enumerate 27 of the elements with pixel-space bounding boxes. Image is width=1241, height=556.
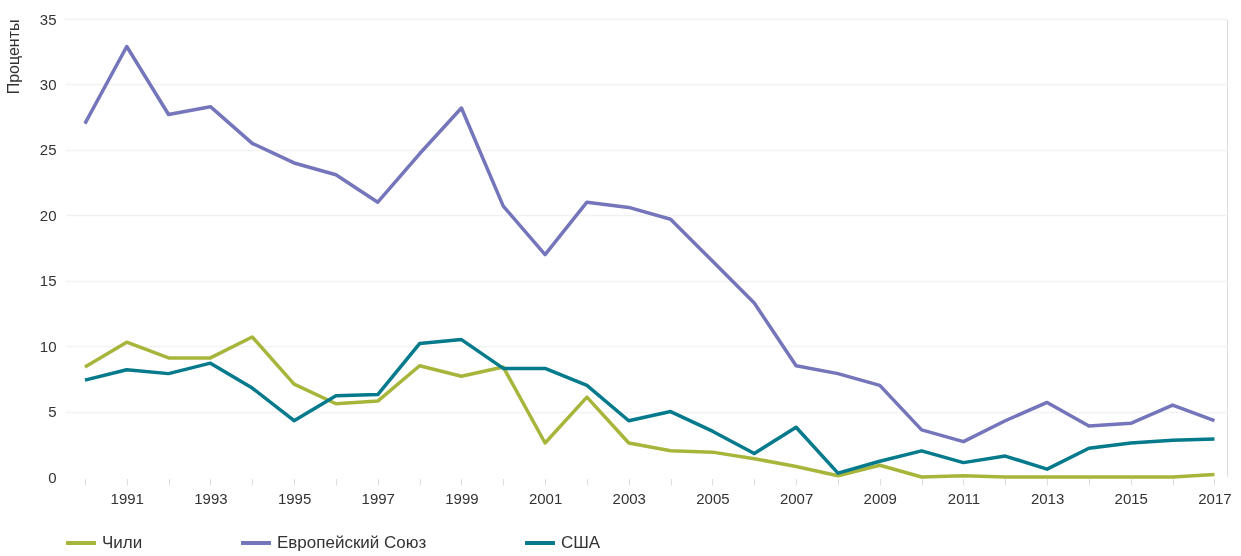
x-tick-label: 2013: [1030, 489, 1065, 507]
x-tick-label: 2015: [1114, 489, 1148, 507]
x-tick-label: 2009: [863, 489, 897, 507]
y-tick-label: 10: [39, 337, 57, 355]
x-tick-label: 2001: [528, 489, 563, 507]
line-series: [83, 44, 1217, 444]
y-tick-label: 15: [39, 272, 57, 290]
x-tick-label: 1991: [110, 489, 144, 507]
legend-label: США: [561, 533, 601, 552]
x-tick-label: 2011: [947, 489, 981, 507]
y-tick-label: 5: [48, 403, 57, 421]
legend-label: Европейский Союз: [277, 533, 427, 552]
x-tick-label: 1993: [194, 489, 228, 507]
x-tick-label: 1997: [361, 489, 395, 507]
x-tick-label: 1999: [445, 489, 479, 507]
x-tick-label: 2007: [779, 489, 814, 507]
y-axis-title: Проценты: [4, 19, 22, 95]
y-tick-label: 0: [48, 468, 57, 486]
y-tick-label: 35: [39, 10, 57, 28]
y-tick-label: 25: [39, 141, 57, 159]
legend-label: Чили: [102, 533, 143, 552]
x-tick-label: 2003: [612, 489, 646, 507]
y-tick-label: 20: [39, 206, 57, 224]
x-tick-label: 1995: [277, 489, 312, 507]
x-tick-label: 2005: [696, 489, 730, 507]
y-tick-label: 30: [39, 75, 57, 93]
x-tick-label: 2017: [1198, 489, 1232, 507]
